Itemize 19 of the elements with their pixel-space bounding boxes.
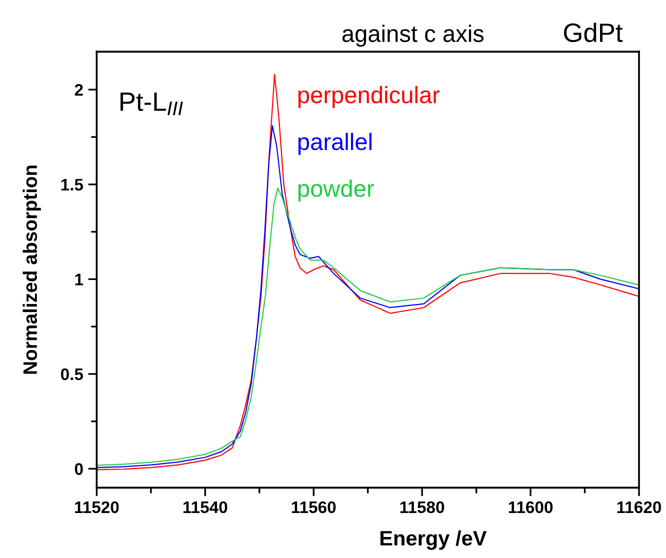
x-tick-label: 11560 <box>292 501 336 514</box>
chart-title: against c axis <box>342 24 484 47</box>
x-tick-label: 11580 <box>400 501 444 514</box>
series-label: parallel <box>298 132 372 155</box>
y-tick-label: 1 <box>75 274 84 286</box>
y-tick-label: 0.5 <box>61 368 84 380</box>
x-tick-label: 11520 <box>75 501 119 514</box>
y-axis-title: Normalized absorption <box>22 166 41 374</box>
series-label: perpendicular <box>298 86 440 108</box>
x-tick-label: 11620 <box>617 501 662 514</box>
y-tick-label: 2 <box>74 84 83 96</box>
x-tick-label: 11600 <box>508 501 553 514</box>
chart-subtitle: GdPt <box>564 22 623 42</box>
series-label: powder <box>298 180 374 202</box>
x-tick-label: 11540 <box>183 501 228 514</box>
x-axis-title: Energy /eV <box>380 530 487 550</box>
y-tick-label: 1.5 <box>61 178 84 191</box>
y-tick-label: 0 <box>74 463 83 475</box>
annotation: Pt-L$_{III}$ <box>120 92 183 116</box>
